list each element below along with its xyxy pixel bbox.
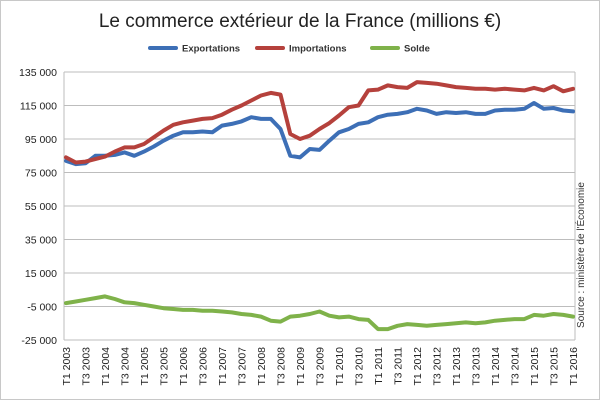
chart-title: Le commerce extérieur de la France (mill… <box>99 11 501 32</box>
series-line-exportations <box>64 101 575 167</box>
x-tick-label: T3 2013 <box>471 347 483 386</box>
x-tick-label: T3 2009 <box>315 347 327 386</box>
x-tick-label: T3 2011 <box>393 347 405 385</box>
series-lines <box>64 80 575 332</box>
x-tick-label: T1 2008 <box>256 347 268 386</box>
legend: Exportations Importations Solde <box>148 44 430 55</box>
x-tick-label: T3 2003 <box>81 347 93 386</box>
x-tick-label: T1 2007 <box>217 347 229 386</box>
x-tick-label: T1 2015 <box>529 347 541 386</box>
y-tick-label: 75 000 <box>25 168 57 180</box>
x-tick-label: T1 2012 <box>412 347 424 386</box>
legend-label-importations: Importations <box>289 44 347 55</box>
y-tick-label: -25 000 <box>21 335 57 347</box>
x-axis-ticks: T1 2003 T3 2003 T1 2004 T3 2004 T1 2005 T3 20… <box>61 347 580 386</box>
y-tick-label: 15 000 <box>25 268 57 280</box>
x-tick-label: T3 2006 <box>198 347 210 386</box>
x-tick-label: T1 2009 <box>295 347 307 386</box>
x-tick-label: T1 2011 <box>373 347 385 385</box>
x-tick-label: T1 2010 <box>334 347 346 386</box>
legend-label-solde: Solde <box>404 44 430 55</box>
y-tick-label: 95 000 <box>25 134 57 146</box>
x-tick-label: T1 2016 <box>568 347 580 386</box>
x-tick-label: T3 2005 <box>159 347 171 386</box>
y-tick-label: 135 000 <box>19 67 57 79</box>
x-tick-label: T3 2010 <box>354 347 366 386</box>
x-tick-label: T1 2004 <box>100 347 112 386</box>
x-tick-label: T1 2005 <box>139 347 151 386</box>
y-axis-ticks: 135 000 115 000 95 000 75 000 55 000 35 000 15… <box>19 67 57 347</box>
x-tick-label: T1 2003 <box>61 347 73 386</box>
x-tick-label: T3 2015 <box>549 347 561 386</box>
source-note: Source : ministère de l'Économie <box>574 182 587 328</box>
x-tick-label: T1 2013 <box>451 347 463 386</box>
y-tick-label: 55 000 <box>25 201 57 213</box>
y-tick-label: -5 000 <box>27 302 57 314</box>
x-tick-label: T1 2006 <box>178 347 190 386</box>
x-tick-label: T1 2014 <box>490 347 502 386</box>
x-tick-label: T3 2008 <box>276 347 288 386</box>
x-tick-label: T3 2012 <box>432 347 444 386</box>
x-tick-label: T3 2014 <box>510 347 522 386</box>
grid <box>63 71 576 341</box>
x-tick-label: T3 2007 <box>237 347 249 386</box>
legend-label-exportations: Exportations <box>182 44 240 55</box>
x-tick-label: T3 2004 <box>120 347 132 386</box>
y-tick-label: 115 000 <box>20 101 57 113</box>
series-line-importations <box>64 80 575 165</box>
y-tick-label: 35 000 <box>25 235 57 247</box>
series-line-solde <box>64 294 575 332</box>
